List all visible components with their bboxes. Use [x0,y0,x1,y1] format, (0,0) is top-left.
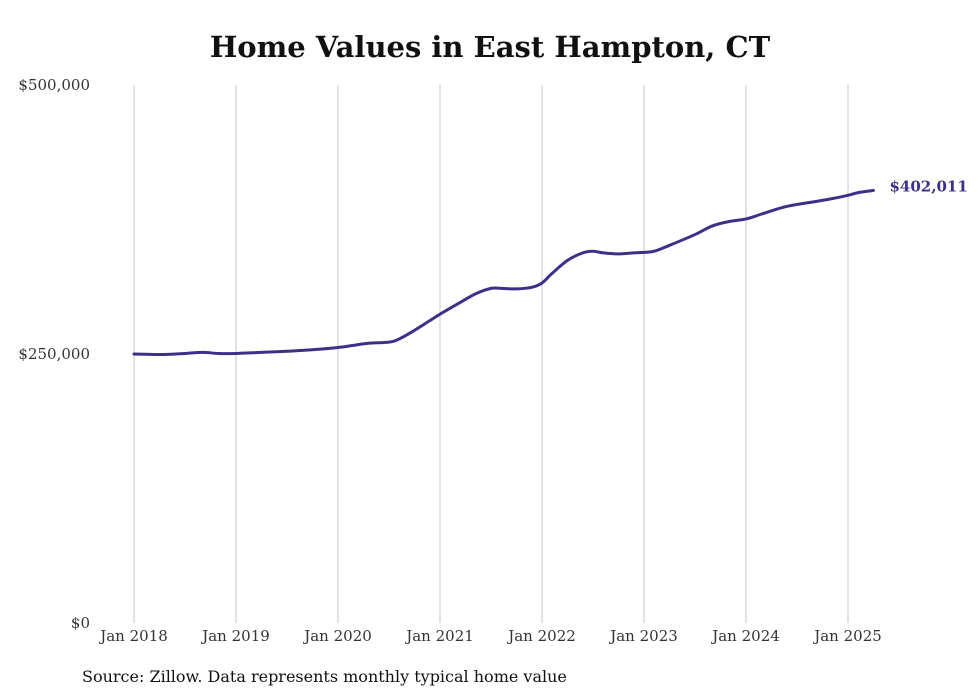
x-axis-ticks: Jan 2018 Jan 2019 Jan 2020 Jan 2021 Jan 2022… [98,627,882,645]
x-tick-label: Jan 2023 [608,627,678,645]
series-line [132,188,875,357]
x-tick-label: Jan 2021 [404,627,474,645]
x-tick-label: Jan 2025 [812,627,882,645]
x-tick-label: Jan 2019 [200,627,270,645]
y-tick-label: $500,000 [18,76,90,94]
data-labels: $402,011 [890,177,968,195]
x-tick-label: Jan 2022 [506,627,576,645]
x-tick-label: Jan 2018 [98,627,168,645]
y-tick-label: $250,000 [18,345,90,363]
x-tick-label: Jan 2020 [302,627,372,645]
source-note: Source: Zillow. Data represents monthly … [82,667,567,686]
y-axis-ticks: $0 $250,000 $500,000 [18,76,90,632]
series-layer [132,188,875,357]
y-tick-label: $0 [71,614,90,632]
end-value-label: $402,011 [890,177,968,195]
chart-title: Home Values in East Hampton, CT [209,30,771,64]
x-tick-label: Jan 2024 [710,627,780,645]
